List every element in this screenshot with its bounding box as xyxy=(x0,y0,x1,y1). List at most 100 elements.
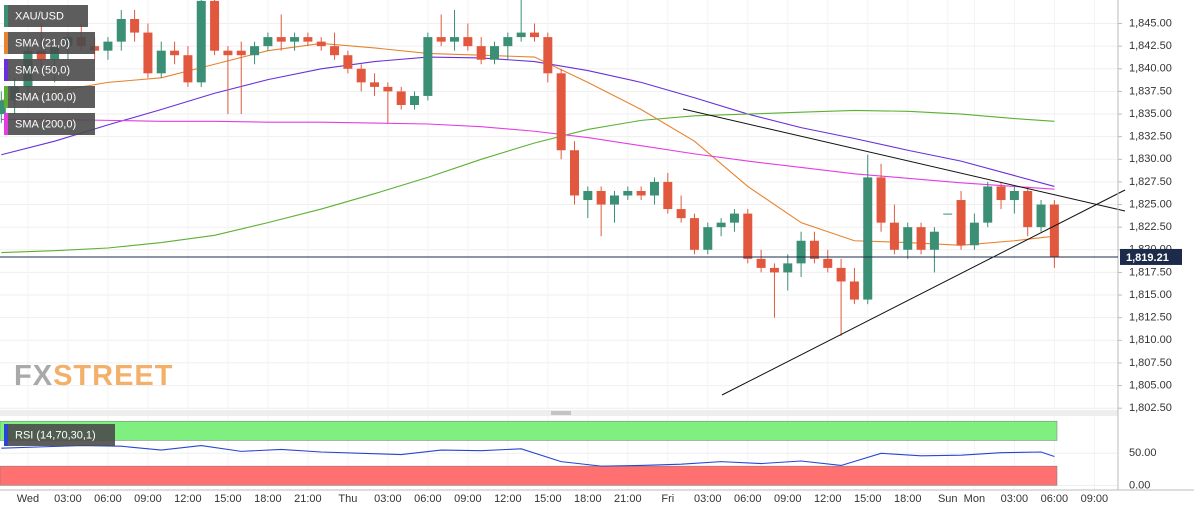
candle-body xyxy=(303,37,313,42)
legend-box xyxy=(4,424,115,446)
legend-swatch xyxy=(4,86,8,108)
candle-body xyxy=(769,267,779,273)
x-tick-label: Fri xyxy=(661,493,674,505)
legend-swatch xyxy=(4,5,8,27)
legend-box xyxy=(4,32,95,54)
candle-body xyxy=(543,37,553,74)
panel-separator[interactable] xyxy=(0,410,1118,416)
x-tick-label: 09:00 xyxy=(1081,493,1109,505)
candle-body xyxy=(996,186,1006,201)
x-tick-label: 09:00 xyxy=(774,493,802,505)
y-tick-label: 1,832.50 xyxy=(1129,131,1172,143)
candle-body xyxy=(156,50,166,74)
candle-body xyxy=(929,231,939,250)
x-tick-label: 03:00 xyxy=(1001,493,1029,505)
y-tick-label: 1,835.00 xyxy=(1129,108,1172,120)
y-tick-label: 1,830.00 xyxy=(1129,153,1172,165)
y-tick-label: 1,842.50 xyxy=(1129,40,1172,52)
candle-body xyxy=(36,50,46,60)
candle-body xyxy=(1049,204,1059,257)
x-tick-label: 15:00 xyxy=(854,493,882,505)
x-tick-label: 06:00 xyxy=(414,493,442,505)
x-tick-label: 12:00 xyxy=(814,493,842,505)
x-tick-label: 15:00 xyxy=(534,493,562,505)
candle-body xyxy=(516,32,526,38)
x-tick-label: 12:00 xyxy=(494,493,522,505)
candle-body xyxy=(596,190,606,205)
watermark-street: STREET xyxy=(53,360,173,392)
y-tick-label: 1,812.50 xyxy=(1129,312,1172,324)
candle-body xyxy=(0,100,6,115)
legend-label: RSI (14,70,30,1) xyxy=(15,429,96,441)
y2-tick-label: 50.00 xyxy=(1129,447,1157,459)
y-tick-label: 1,837.50 xyxy=(1129,85,1172,97)
rsi-band xyxy=(0,420,1058,441)
candle-body xyxy=(796,240,806,264)
x-tick-label: 09:00 xyxy=(454,493,482,505)
candle-body xyxy=(330,46,340,56)
x-tick-label: 09:00 xyxy=(134,493,162,505)
candle-body xyxy=(530,32,539,38)
y-tick-label: 1,822.50 xyxy=(1129,221,1172,233)
candle-body xyxy=(343,55,353,69)
candle-body xyxy=(863,177,873,300)
candle-body xyxy=(130,19,140,33)
candle-body xyxy=(889,222,899,250)
rsi-layer xyxy=(1,445,1055,467)
candle-body xyxy=(783,263,793,273)
sma-line xyxy=(1,56,1055,187)
x-tick-label: 18:00 xyxy=(574,493,602,505)
trendline xyxy=(682,108,1126,212)
x-tick-label: 06:00 xyxy=(94,493,122,505)
x-tick-label: 06:00 xyxy=(1041,493,1069,505)
candle-body xyxy=(823,258,833,268)
candle-body xyxy=(1036,204,1046,228)
candle-body xyxy=(623,190,633,196)
candle-body xyxy=(716,222,726,228)
candle-body xyxy=(436,37,446,42)
candle-body xyxy=(263,37,273,47)
legend-label: SMA (50,0) xyxy=(15,64,70,76)
watermark-fx: FX xyxy=(14,360,53,392)
trendlines xyxy=(682,108,1126,396)
x-tick-label: 18:00 xyxy=(254,493,282,505)
candle-body xyxy=(450,37,460,42)
x-tick-label: Sun xyxy=(938,493,958,505)
candle-body xyxy=(809,240,819,259)
candle-body xyxy=(223,50,233,56)
y-tick-label: 1,807.50 xyxy=(1129,357,1172,369)
candle-body xyxy=(463,37,473,47)
candle-body xyxy=(410,95,420,105)
legend-swatch xyxy=(4,424,8,446)
candle-body xyxy=(609,195,619,205)
x-tick-label: Wed xyxy=(17,493,39,505)
candle-body xyxy=(703,227,713,250)
candle-body xyxy=(1023,190,1033,228)
legend-box xyxy=(4,59,95,81)
y-tick-label: 1,827.50 xyxy=(1129,176,1172,188)
candle-body xyxy=(556,73,566,151)
x-tick-label: 03:00 xyxy=(694,493,722,505)
candle-body xyxy=(1009,190,1019,201)
x-tick-label: Thu xyxy=(338,493,357,505)
candle-body xyxy=(956,200,966,246)
candle-body xyxy=(210,0,220,51)
candle-body xyxy=(569,150,579,196)
candle-body xyxy=(903,227,913,250)
y-tick-label: 1,815.00 xyxy=(1129,289,1172,301)
candle-body xyxy=(663,181,673,210)
y-tick-label: 1,805.00 xyxy=(1129,379,1172,391)
x-tick-label: 12:00 xyxy=(174,493,202,505)
candle-body xyxy=(170,50,180,56)
candle-body xyxy=(689,218,699,250)
candle-body xyxy=(943,213,953,215)
candle-body xyxy=(396,91,406,105)
candle-body xyxy=(316,41,326,47)
candle-body xyxy=(490,46,500,60)
rsi-line xyxy=(1,445,1055,467)
band-layer xyxy=(0,420,1058,486)
label-layer: 1,845.00 1,842.50 1,840.00 1,837.50 1,835.00… xyxy=(0,5,1182,505)
candle-body xyxy=(103,41,113,51)
legend-swatch xyxy=(4,113,8,135)
candle-body xyxy=(729,213,739,223)
